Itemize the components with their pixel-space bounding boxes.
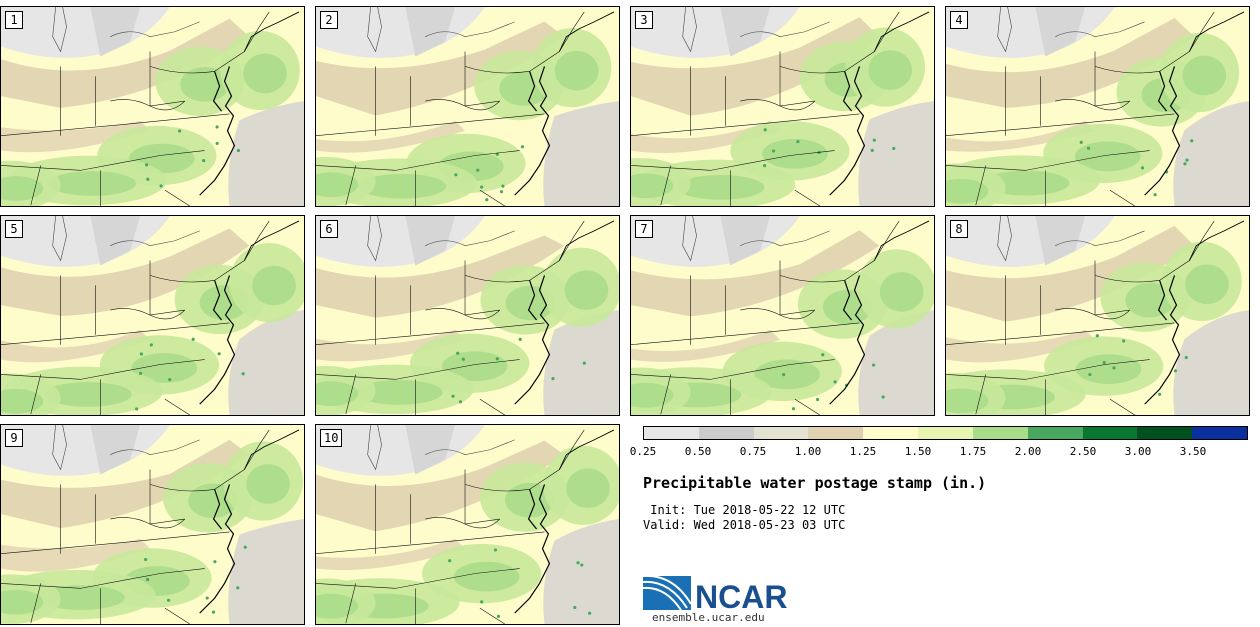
colorbar-swatch bbox=[1192, 427, 1247, 439]
stamp-member-label: 3 bbox=[635, 11, 653, 29]
stamp-map bbox=[946, 7, 1249, 206]
postage-stamp-3: 3 bbox=[630, 6, 935, 207]
stamp-map bbox=[631, 7, 934, 206]
colorbar-swatch bbox=[808, 427, 864, 439]
stamp-member-label: 6 bbox=[320, 220, 338, 238]
postage-stamp-5: 5 bbox=[0, 215, 305, 416]
colorbar-tick-label: 3.50 bbox=[1179, 445, 1207, 458]
colorbar-swatch bbox=[1027, 427, 1083, 439]
colorbar-swatch bbox=[753, 427, 809, 439]
postage-stamp-10: 10 bbox=[315, 424, 620, 625]
colorbar-tick-label: 1.25 bbox=[849, 445, 877, 458]
stamp-map bbox=[316, 216, 619, 415]
colorbar-tick-label: 1.00 bbox=[794, 445, 822, 458]
colorbar-tick-label: 1.75 bbox=[959, 445, 987, 458]
postage-stamp-9: 9 bbox=[0, 424, 305, 625]
stamp-member-label: 7 bbox=[635, 220, 653, 238]
postage-stamp-6: 6 bbox=[315, 215, 620, 416]
stamp-member-label: 5 bbox=[5, 220, 23, 238]
postage-stamp-7: 7 bbox=[630, 215, 935, 416]
colorbar-swatch bbox=[972, 427, 1028, 439]
stamp-map bbox=[946, 216, 1249, 415]
stamp-map bbox=[316, 7, 619, 206]
colorbar bbox=[643, 426, 1248, 440]
colorbar-tick-label: 2.50 bbox=[1069, 445, 1097, 458]
stamp-map bbox=[316, 425, 619, 624]
stamp-map bbox=[1, 7, 304, 206]
init-time: Init: Tue 2018-05-22 12 UTC bbox=[643, 503, 846, 517]
colorbar-swatch bbox=[1082, 427, 1138, 439]
colorbar-swatch bbox=[1137, 427, 1193, 439]
stamp-member-label: 8 bbox=[950, 220, 968, 238]
postage-stamp-1: 1 bbox=[0, 6, 305, 207]
colorbar-tick-label: 2.00 bbox=[1014, 445, 1042, 458]
stamp-map bbox=[1, 425, 304, 624]
stamp-map bbox=[1, 216, 304, 415]
colorbar-tick-label: 0.25 bbox=[629, 445, 657, 458]
logo-url: ensemble.ucar.edu bbox=[652, 611, 765, 624]
colorbar-swatch bbox=[644, 427, 699, 439]
stamp-member-label: 4 bbox=[950, 11, 968, 29]
colorbar-swatch bbox=[863, 427, 919, 439]
colorbar-swatch bbox=[698, 427, 754, 439]
postage-stamp-4: 4 bbox=[945, 6, 1250, 207]
valid-time: Valid: Wed 2018-05-23 03 UTC bbox=[643, 518, 846, 532]
colorbar-swatch bbox=[918, 427, 973, 439]
postage-stamp-2: 2 bbox=[315, 6, 620, 207]
stamp-member-label: 1 bbox=[5, 11, 23, 29]
ncar-logo: NCAR bbox=[643, 574, 787, 615]
plot-title: Precipitable water postage stamp (in.) bbox=[643, 474, 987, 492]
colorbar-tick-label: 0.75 bbox=[739, 445, 767, 458]
ncar-logo-text: NCAR bbox=[695, 579, 787, 615]
colorbar-tick-label: 1.50 bbox=[904, 445, 932, 458]
stamp-member-label: 10 bbox=[320, 429, 343, 447]
colorbar-tick-label: 0.50 bbox=[684, 445, 712, 458]
stamp-member-label: 9 bbox=[5, 429, 23, 447]
postage-stamp-8: 8 bbox=[945, 215, 1250, 416]
stamp-map bbox=[631, 216, 934, 415]
stamp-member-label: 2 bbox=[320, 11, 338, 29]
colorbar-tick-label: 3.00 bbox=[1124, 445, 1152, 458]
